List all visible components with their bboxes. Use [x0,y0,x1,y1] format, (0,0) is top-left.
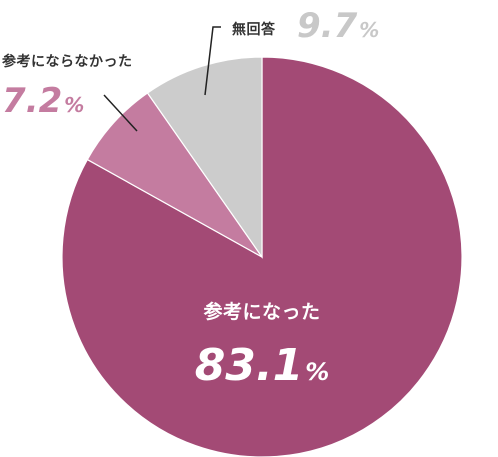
slice-value-1: 83.1% [195,340,330,391]
labels-layer: 参考になった 83.1% 参考にならなかった 7.2 % 無回答 9.7% [2,6,379,391]
slice-label-3: 無回答 [232,21,276,38]
slice-value-2: 7.2% [2,81,84,121]
slices-layer [61,56,463,457]
leader-line-2 [103,94,138,132]
leader-line-3 [204,26,221,96]
slice-value-3: 9.7% [297,6,379,46]
pie-slice-3 [146,56,263,259]
leader-lines [103,26,221,132]
slice-label-1: 参考になった [203,300,320,323]
slice-label-2: 参考にならなかった [2,53,133,70]
